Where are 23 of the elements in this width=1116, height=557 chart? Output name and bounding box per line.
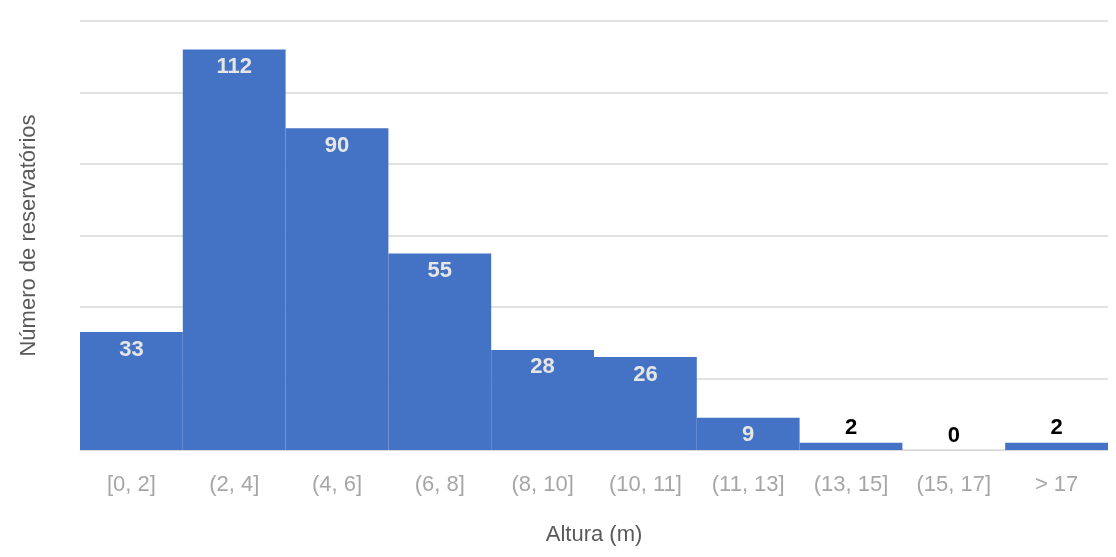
data-label: 28 bbox=[530, 353, 555, 379]
bar bbox=[1005, 442, 1108, 450]
data-label: 90 bbox=[324, 131, 350, 157]
y-axis-title: Número de reservatórios bbox=[14, 114, 40, 357]
x-tick-label: (11, 13] bbox=[711, 470, 785, 496]
x-tick-label: (8, 10] bbox=[511, 470, 574, 496]
x-tick-label: (2, 4] bbox=[209, 470, 260, 496]
data-label: 26 bbox=[633, 360, 658, 386]
x-tick-label: (4, 6] bbox=[311, 470, 363, 496]
data-label: 33 bbox=[119, 335, 144, 361]
x-tick-label: [0, 2] bbox=[106, 470, 156, 496]
data-label: 9 bbox=[742, 421, 755, 447]
data-label: 2 bbox=[1050, 414, 1063, 440]
x-axis-title: Altura (m) bbox=[545, 520, 643, 546]
x-tick-label: (10, 11] bbox=[608, 470, 682, 496]
x-tick-label: (15, 17] bbox=[916, 470, 992, 496]
data-label: 2 bbox=[844, 414, 858, 440]
x-tick-label: > 17 bbox=[1034, 470, 1079, 496]
x-tick-label: (6, 8] bbox=[414, 470, 465, 496]
data-label: 112 bbox=[216, 53, 252, 79]
data-label: 0 bbox=[947, 421, 960, 447]
x-tick-label: (13, 15] bbox=[813, 470, 889, 496]
data-label: 55 bbox=[427, 256, 453, 282]
